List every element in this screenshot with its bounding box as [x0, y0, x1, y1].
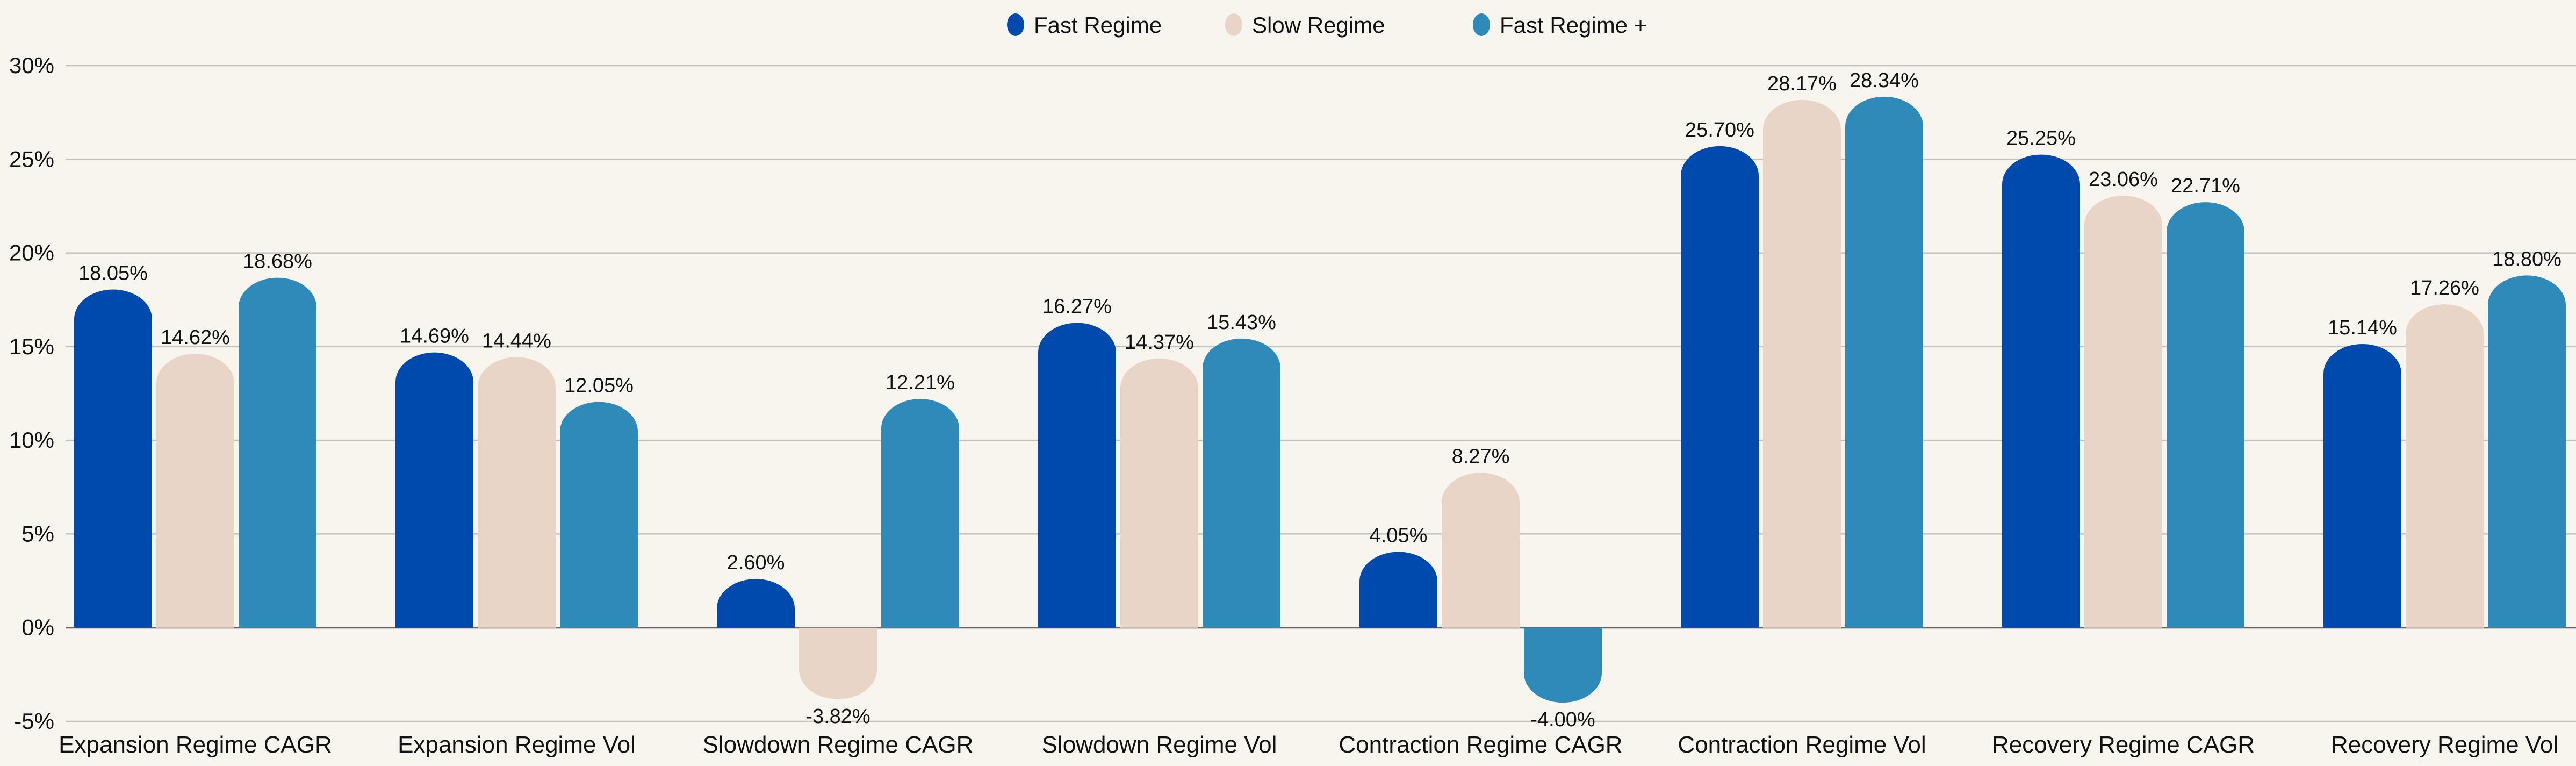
data-label: 18.68% [243, 250, 312, 273]
bar-fast-regime [1359, 552, 1437, 628]
category-label: Contraction Regime Vol [1678, 732, 1926, 758]
data-label: 15.43% [1207, 311, 1276, 334]
x-axis-categories: Expansion Regime CAGR Expansion Regime Vo… [59, 732, 2558, 758]
bar-fast-regime [881, 399, 959, 628]
bar-slow-regime [1442, 473, 1520, 628]
category-label: Recovery Regime Vol [2331, 732, 2558, 758]
data-label: 8.27% [1452, 445, 1510, 468]
legend-marker-icon [1473, 13, 1490, 36]
y-tick-label: 20% [9, 240, 54, 266]
data-label: 18.80% [2492, 248, 2561, 270]
legend-label: Fast Regime [1034, 12, 1162, 38]
data-label: 16.27% [1042, 296, 1112, 318]
bar-fast-regime [395, 352, 473, 628]
legend-marker-icon [1225, 13, 1242, 36]
bar-fast-regime [239, 277, 316, 628]
bar-fast-regime [1038, 323, 1116, 628]
data-label: 14.44% [482, 330, 551, 352]
data-label: -4.00% [1530, 708, 1595, 731]
bars [74, 96, 2566, 703]
data-label: 12.21% [886, 371, 955, 394]
bar-fast-regime [2002, 154, 2080, 628]
bar-fast-regime [1524, 627, 1602, 703]
bar-slow-regime [799, 627, 877, 699]
data-label: 14.62% [161, 326, 230, 349]
bar-fast-regime [717, 579, 795, 628]
data-labels: 18.05% 14.62% 18.68% 14.69% 14.44% 12.05% 2.60… [78, 69, 2561, 731]
bar-fast-regime [2167, 202, 2244, 628]
y-axis-ticks: -5% 0% 5% 10% 15% 20% 25% 30% [9, 53, 54, 734]
y-tick-label: 25% [9, 146, 54, 171]
bar-fast-regime [2488, 275, 2566, 628]
y-tick-label: 10% [9, 427, 54, 453]
y-tick-label: -5% [14, 708, 54, 734]
bar-slow-regime [1763, 99, 1841, 628]
data-label: 28.34% [1850, 69, 1919, 92]
category-label: Expansion Regime CAGR [59, 732, 332, 758]
bar-slow-regime [2084, 195, 2162, 628]
data-label: 2.60% [727, 552, 785, 574]
data-label: 17.26% [2410, 277, 2479, 299]
data-label: 23.06% [2089, 168, 2158, 191]
data-label: 4.05% [1370, 525, 1428, 547]
data-label: 12.05% [564, 375, 634, 397]
legend-label: Slow Regime [1252, 12, 1385, 38]
bar-fast-regime [560, 402, 638, 628]
category-label: Slowdown Regime CAGR [703, 732, 974, 758]
data-label: 15.14% [2328, 317, 2397, 339]
data-label: 28.17% [1767, 73, 1837, 95]
legend[interactable]: Fast Regime Slow Regime Fast Regime + [1007, 12, 1647, 38]
bar-slow-regime [156, 354, 234, 628]
bar-fast-regime [2323, 343, 2401, 628]
bar-slow-regime [2406, 304, 2484, 628]
category-label: Recovery Regime CAGR [1992, 732, 2255, 758]
data-label: 25.70% [1685, 119, 1754, 141]
y-tick-label: 5% [21, 521, 54, 546]
category-label: Contraction Regime CAGR [1339, 732, 1622, 758]
data-label: 25.25% [2006, 127, 2076, 150]
data-label: 22.71% [2171, 175, 2240, 197]
category-label: Slowdown Regime Vol [1042, 732, 1277, 758]
data-label: 14.69% [400, 325, 469, 348]
data-label: 18.05% [78, 262, 148, 285]
bar-fast-regime [1845, 96, 1923, 628]
y-tick-label: 30% [9, 53, 54, 78]
y-tick-label: 15% [9, 334, 54, 359]
data-label: -3.82% [805, 705, 870, 728]
bar-fast-regime [74, 289, 152, 628]
bar-slow-regime [1120, 358, 1198, 628]
bar-slow-regime [478, 357, 556, 628]
legend-label: Fast Regime + [1500, 12, 1647, 38]
bar-fast-regime [1203, 338, 1280, 628]
data-label: 14.37% [1125, 331, 1194, 354]
bar-fast-regime [1681, 146, 1759, 628]
legend-marker-icon [1007, 13, 1024, 36]
category-label: Expansion Regime Vol [398, 732, 636, 758]
y-tick-label: 0% [21, 615, 54, 640]
